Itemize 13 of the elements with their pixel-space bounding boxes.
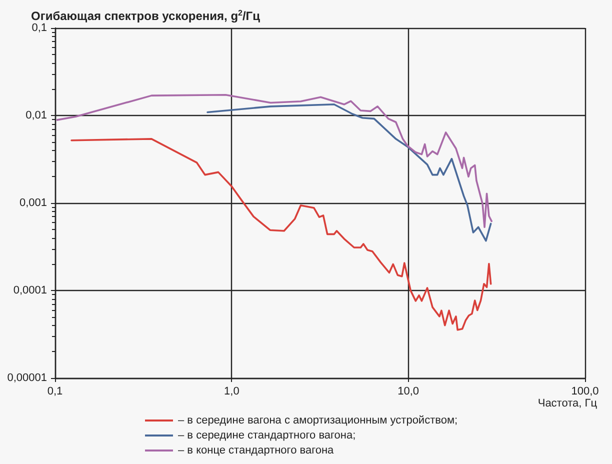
legend-label: – в середине стандартного вагона;	[178, 430, 356, 442]
x-tick-label: 0,1	[47, 386, 63, 398]
legend-label: – в конце стандартного вагона	[178, 444, 335, 456]
legend-label: – в середине вагона с амортизационным устройством;	[178, 414, 458, 426]
y-tick-label: 0,1	[32, 22, 47, 34]
y-tick-label: 0,0001	[13, 284, 47, 296]
y-tick-label: 0,01	[26, 110, 47, 122]
x-tick-label: 100,0	[571, 386, 599, 398]
y-tick-label: 0,001	[19, 197, 47, 209]
y-tick-label: 0,00001	[7, 372, 47, 384]
x-axis-title: Частота, Гц	[538, 398, 598, 410]
x-tick-label: 1,0	[224, 386, 240, 398]
x-tick-label: 10,0	[398, 386, 420, 398]
